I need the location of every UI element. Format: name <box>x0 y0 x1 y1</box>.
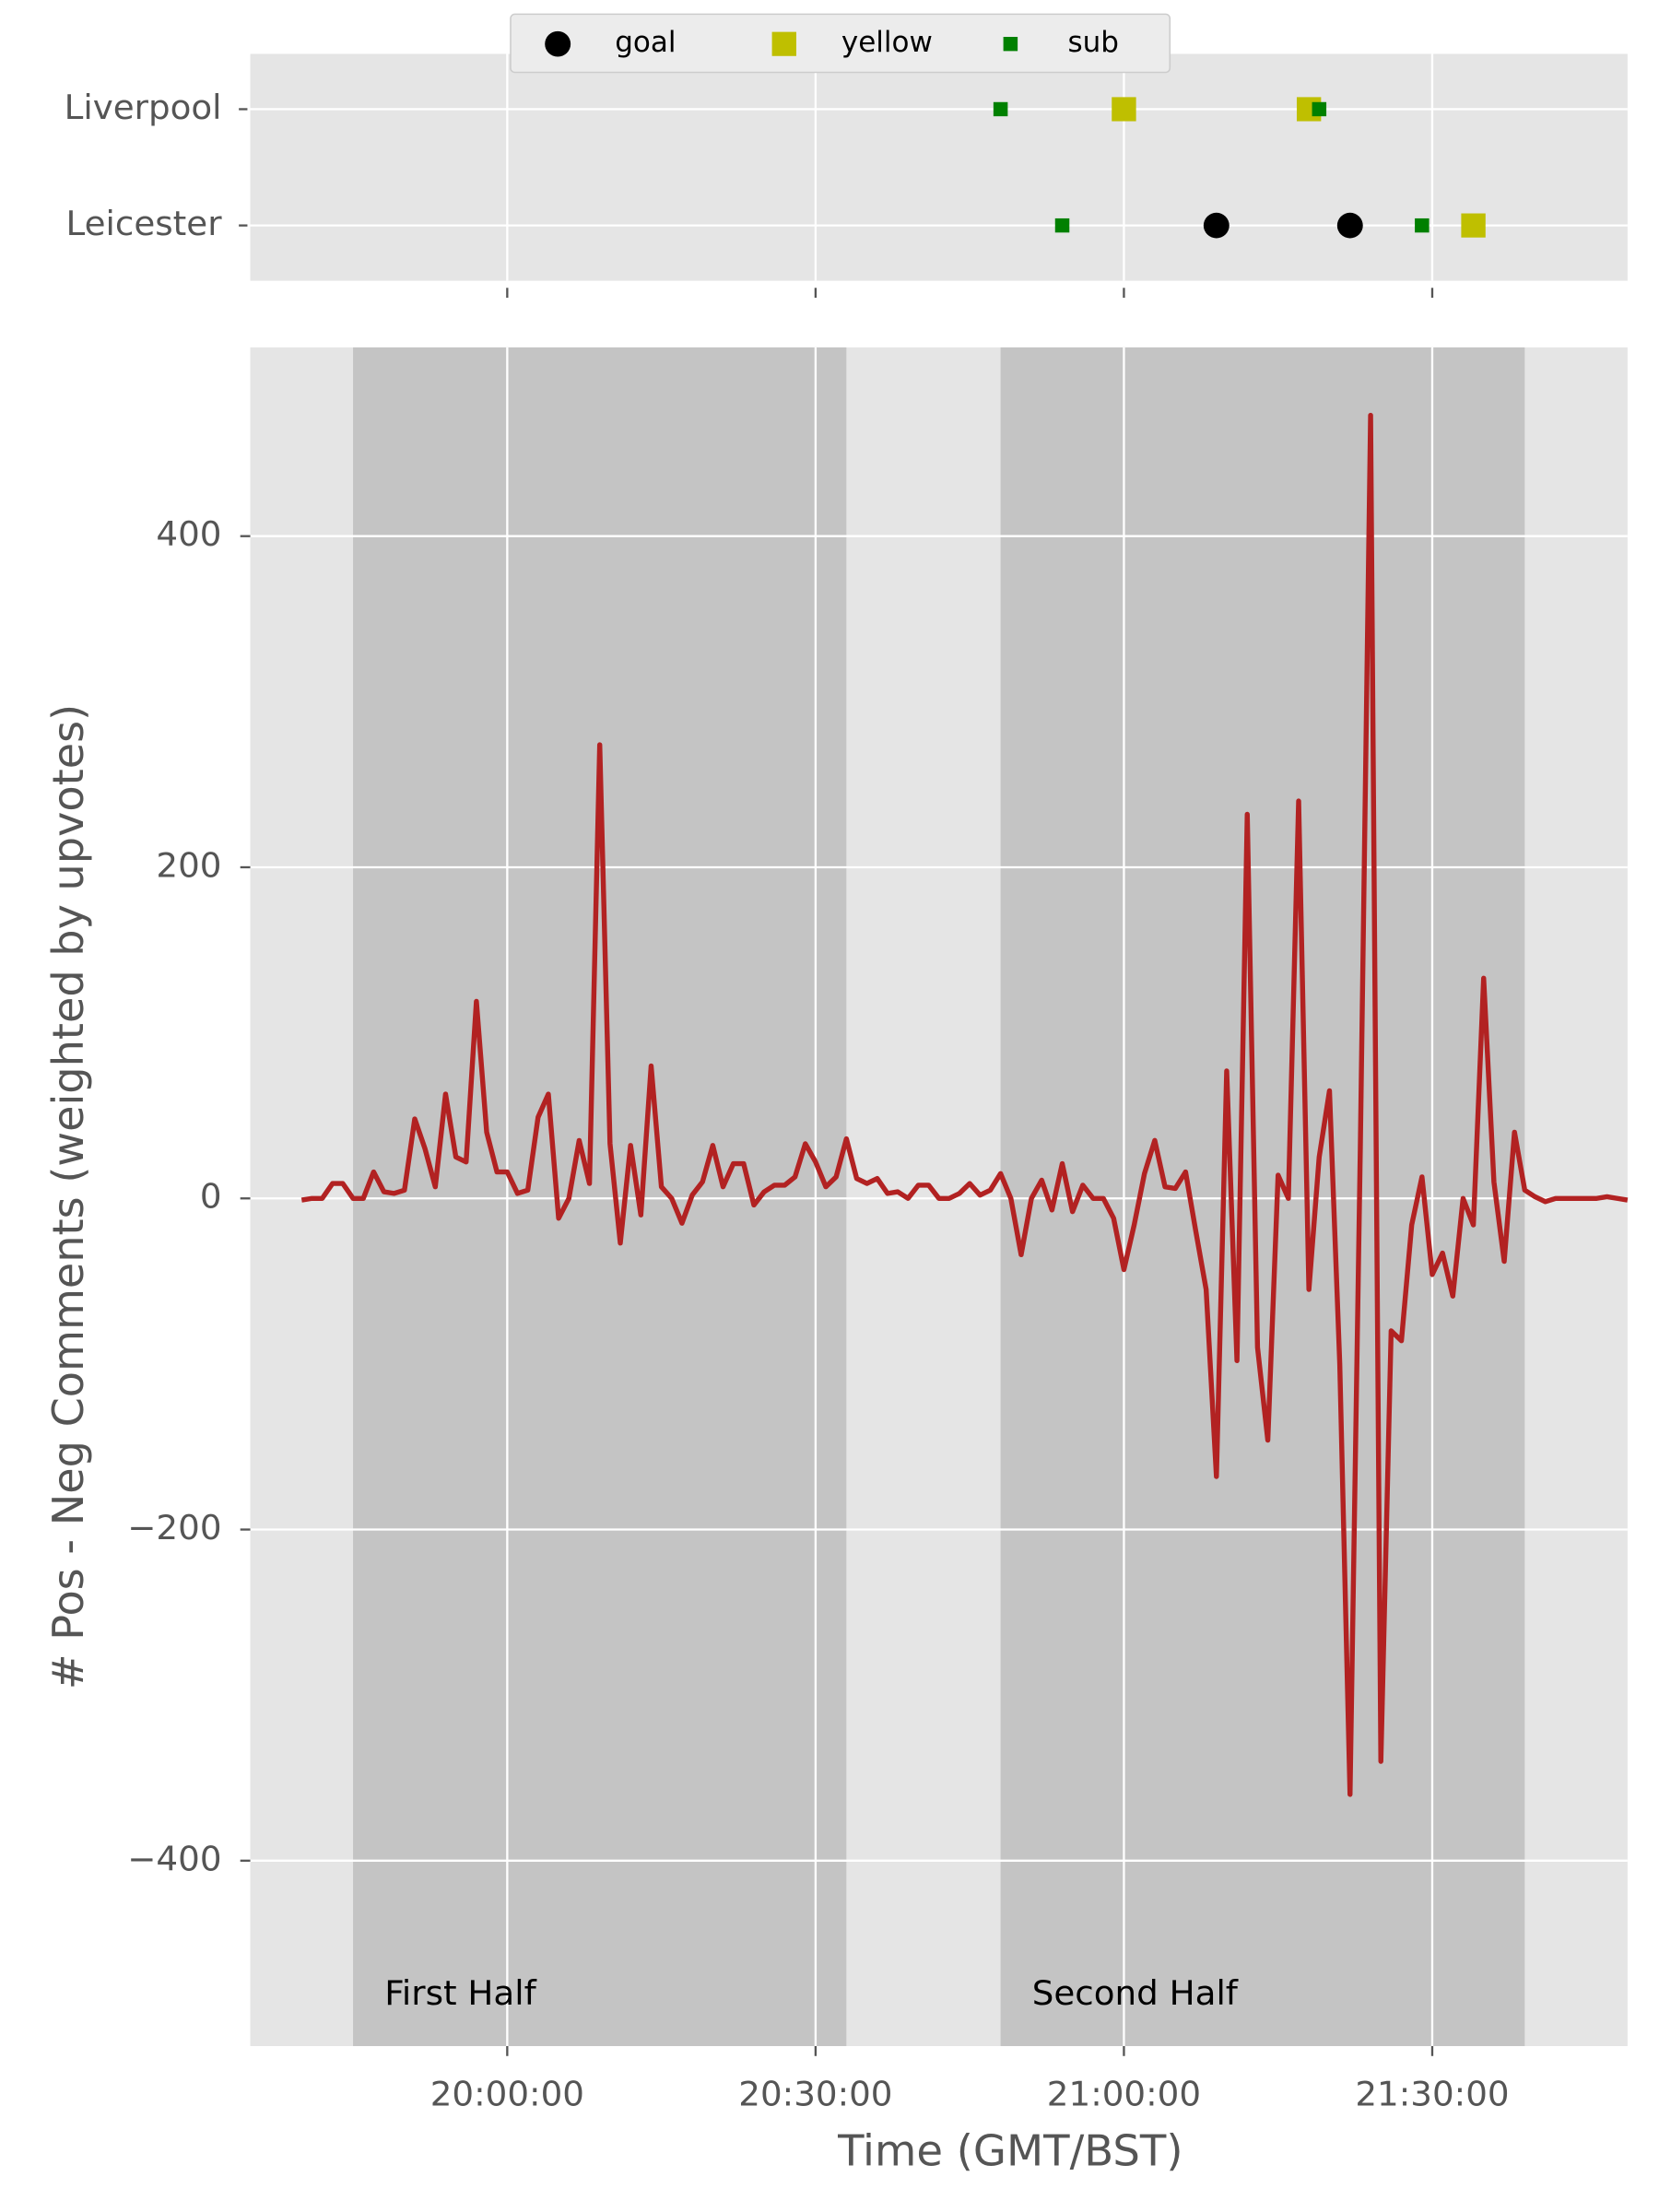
x-axis-label: Time (GMT/BST) <box>837 2126 1182 2176</box>
legend-label: yellow <box>841 26 933 59</box>
goal-marker <box>545 30 571 57</box>
plot-background <box>250 53 1628 281</box>
yellow-marker <box>771 31 796 56</box>
y-axis-label: # Pos - Neg Comments (weighted by upvote… <box>43 704 93 1689</box>
x-tick-label: 21:30:00 <box>1355 2074 1509 2113</box>
legend-box <box>510 13 1171 74</box>
sub-marker <box>1415 218 1430 233</box>
sentiment-line <box>300 412 1629 1797</box>
span-label: First Half <box>384 1973 536 2013</box>
sub-marker <box>993 101 1008 117</box>
yellow-marker <box>1112 97 1136 122</box>
half-span <box>1000 347 1525 2046</box>
goal-marker <box>1203 212 1230 239</box>
x-tick-label: 21:00:00 <box>1047 2074 1201 2113</box>
y-tick-label: 0 <box>200 1177 222 1217</box>
yellow-marker <box>1461 213 1486 238</box>
x-tick-label: 20:30:00 <box>738 2074 892 2113</box>
legend-label: sub <box>1067 26 1119 59</box>
sub-marker <box>1054 218 1070 233</box>
goal-marker <box>1336 212 1363 239</box>
y-tick-label: Leicester <box>66 204 223 243</box>
x-tick-label: 20:00:00 <box>430 2074 584 2113</box>
y-tick-label: 200 <box>156 846 221 886</box>
sub-marker <box>1312 101 1327 117</box>
y-tick-label: −200 <box>127 1508 221 1547</box>
y-tick-label: Liverpool <box>65 88 222 127</box>
span-label: Second Half <box>1032 1973 1239 2013</box>
y-tick-label: 400 <box>156 514 221 554</box>
sub-marker <box>1003 37 1018 52</box>
half-span <box>353 347 847 2046</box>
y-tick-label: −400 <box>127 1839 221 1878</box>
legend-label: goal <box>615 26 676 59</box>
